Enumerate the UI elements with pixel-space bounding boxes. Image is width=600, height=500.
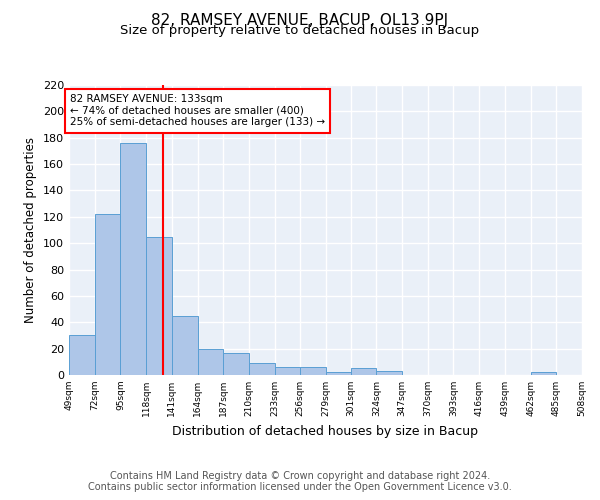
Bar <box>301 367 326 375</box>
Bar <box>95 214 121 375</box>
Bar <box>172 316 197 375</box>
Y-axis label: Number of detached properties: Number of detached properties <box>25 137 37 323</box>
Text: 82, RAMSEY AVENUE, BACUP, OL13 9PJ: 82, RAMSEY AVENUE, BACUP, OL13 9PJ <box>151 12 449 28</box>
X-axis label: Distribution of detached houses by size in Bacup: Distribution of detached houses by size … <box>173 424 479 438</box>
Bar <box>350 368 376 375</box>
Bar <box>121 143 146 375</box>
Bar <box>326 372 350 375</box>
Bar <box>249 363 275 375</box>
Text: Size of property relative to detached houses in Bacup: Size of property relative to detached ho… <box>121 24 479 37</box>
Bar <box>197 348 223 375</box>
Bar <box>376 371 402 375</box>
Text: 82 RAMSEY AVENUE: 133sqm
← 74% of detached houses are smaller (400)
25% of semi-: 82 RAMSEY AVENUE: 133sqm ← 74% of detach… <box>70 94 325 128</box>
Bar <box>530 372 556 375</box>
Bar <box>223 352 249 375</box>
Bar <box>275 367 301 375</box>
Bar <box>146 236 172 375</box>
Bar <box>69 336 95 375</box>
Text: Contains HM Land Registry data © Crown copyright and database right 2024.
Contai: Contains HM Land Registry data © Crown c… <box>88 471 512 492</box>
